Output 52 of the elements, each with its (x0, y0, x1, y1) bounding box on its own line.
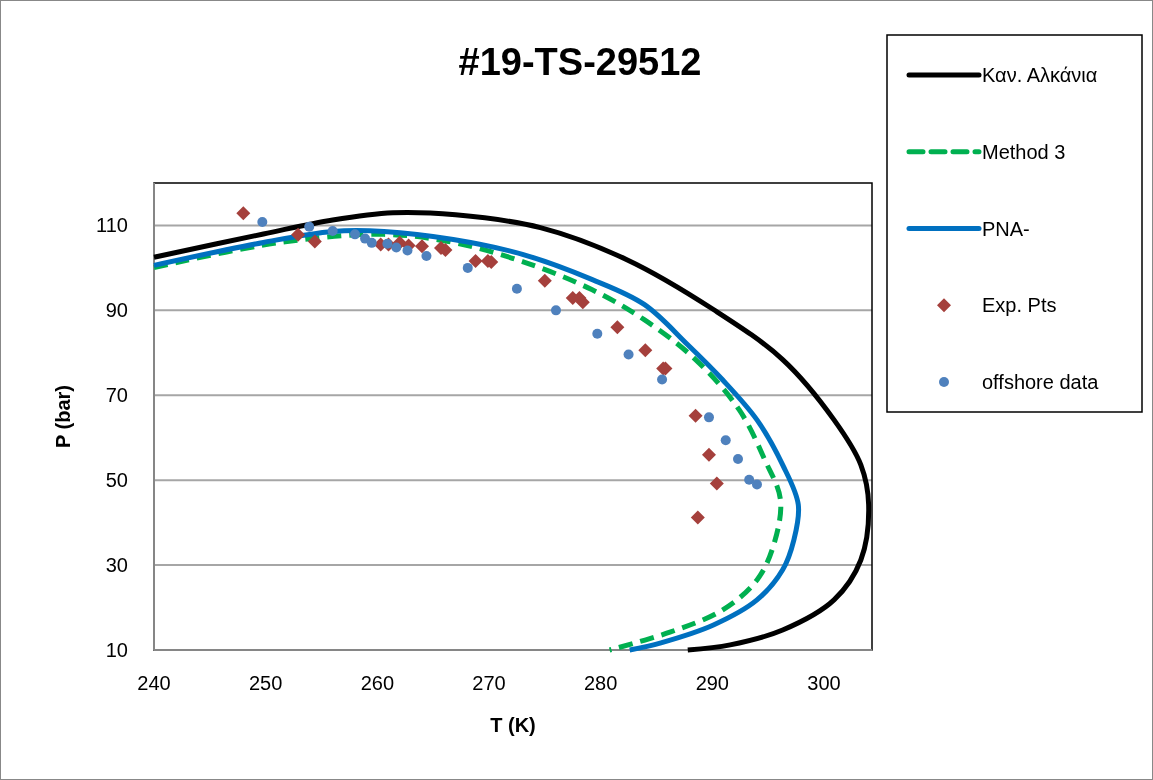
point (733, 453, 743, 464)
x-tick-label: 270 (472, 672, 506, 694)
point (304, 221, 315, 232)
point (703, 412, 714, 423)
point (366, 237, 377, 248)
point (701, 447, 716, 462)
x-tick-label: 290 (695, 672, 730, 694)
y-axis-title: P (bar) (52, 385, 74, 448)
x-tick-label: 300 (807, 672, 841, 694)
y-tick-label: 90 (105, 299, 128, 322)
point (537, 273, 552, 288)
point (751, 479, 762, 490)
point (720, 435, 731, 446)
point (350, 229, 360, 240)
y-tick-label: 30 (105, 554, 128, 577)
legend-label: Καν. Αλκάνια (982, 64, 1098, 86)
point (610, 320, 625, 335)
x-tick-label: 280 (583, 672, 618, 694)
point (623, 349, 634, 360)
legend-label: PNA- (982, 217, 1030, 240)
point (688, 408, 703, 423)
legend-label: Exp. Pts (982, 294, 1057, 317)
x-axis-title: T (K) (490, 714, 536, 736)
legend-label: offshore data (982, 371, 1100, 393)
point (657, 374, 668, 385)
point (391, 242, 402, 253)
point (468, 254, 483, 269)
point (291, 227, 306, 242)
x-tick-label: 260 (360, 672, 395, 694)
point (307, 234, 322, 249)
y-tick-label: 50 (105, 469, 128, 492)
point (414, 239, 429, 254)
point (462, 262, 473, 273)
x-tick-label: 250 (248, 672, 283, 694)
point (690, 510, 705, 525)
point (709, 476, 724, 491)
x-tick-label: 240 (137, 672, 171, 694)
point (257, 217, 268, 228)
chart-title: #19-TS-29512 (458, 41, 702, 83)
y-tick-label: 70 (105, 384, 128, 407)
legend-label: Method 3 (982, 140, 1066, 163)
point (638, 343, 653, 358)
point (550, 305, 561, 316)
point (327, 225, 338, 236)
point (236, 206, 251, 221)
point (592, 328, 603, 339)
y-tick-label: 10 (105, 639, 128, 661)
y-tick-label: 110 (96, 214, 128, 237)
point (421, 251, 432, 262)
point (402, 245, 413, 256)
point (744, 474, 755, 485)
point (511, 283, 522, 294)
